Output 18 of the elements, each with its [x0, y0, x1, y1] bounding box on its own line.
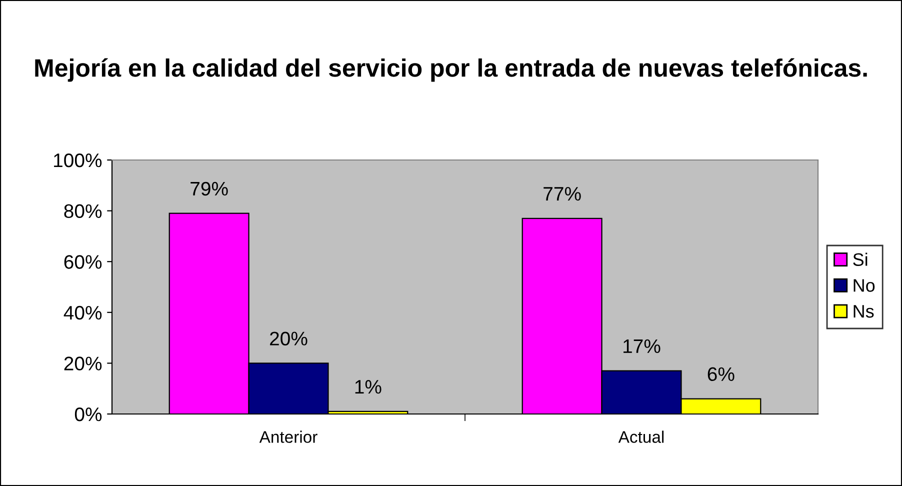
- data-label: 20%: [270, 332, 308, 346]
- data-label: 1%: [355, 380, 382, 394]
- x-tick-label: Actual: [618, 430, 664, 443]
- data-label: 6%: [708, 367, 734, 382]
- legend-label: Si: [853, 252, 868, 266]
- y-tick-label: 20%: [64, 356, 102, 370]
- legend-label: Ns: [854, 305, 874, 318]
- legend-label: No: [854, 279, 875, 292]
- y-tick-label: 60%: [64, 255, 102, 269]
- data-label: 17%: [624, 339, 660, 354]
- chart-title: Mejoría en la calidad del servicio por la entrada de nuevas telefónicas.: [35, 58, 867, 82]
- y-tick-label: 40%: [64, 306, 102, 320]
- data-label: 79%: [190, 182, 228, 196]
- x-tick-label: Anterior: [259, 430, 318, 443]
- y-tick-label: 80%: [64, 204, 102, 218]
- data-label: 77%: [544, 187, 581, 201]
- y-tick-label: 100%: [54, 153, 102, 168]
- y-tick-label: 0%: [74, 407, 102, 422]
